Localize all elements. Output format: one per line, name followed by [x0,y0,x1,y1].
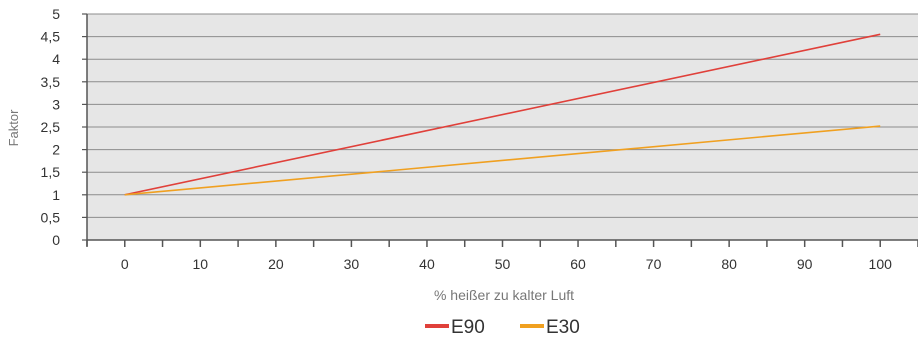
legend: E90 E30 [425,317,580,338]
legend-label-e90: E90 [451,317,485,338]
gridlines [87,13,918,218]
y-tick-label-5: 2,5 [41,119,61,135]
x-tick-label-9: 90 [797,256,813,272]
legend-swatch-e30 [520,324,544,328]
y-axis-label: Faktor [6,109,21,147]
x-tick-label-7: 70 [646,256,662,272]
y-tick-label-4: 2 [52,142,60,158]
x-tick-label-6: 60 [570,256,586,272]
x-tick-label-4: 40 [419,256,435,272]
x-tick-label-5: 50 [495,256,511,272]
y-tick-label-0: 0 [52,232,60,248]
series-lines [124,33,881,196]
x-tick-label-1: 10 [193,256,209,272]
x-tick-label-10: 100 [869,256,893,272]
y-tick-label-1: 0,5 [41,209,61,225]
x-tick-label-0: 0 [121,256,129,272]
tick-labels: 00,511,522,533,544,550 10 20 30 40 50 60 70 80 90… [41,6,893,272]
series-line-e90 [124,33,881,196]
x-tick-label-3: 30 [344,256,360,272]
x-axis-label: % heißer zu kalter Luft [434,287,574,303]
series-line-e30 [124,125,881,196]
y-tick-label-8: 4 [52,51,60,67]
y-tick-label-9: 4,5 [41,29,61,45]
axes [82,13,918,247]
legend-swatch-e90 [425,324,449,328]
y-tick-label-3: 1,5 [41,164,61,180]
y-tick-label-10: 5 [52,6,60,22]
y-tick-label-7: 3,5 [41,74,61,90]
legend-label-e30: E30 [546,317,580,338]
x-tick-label-2: 20 [268,256,284,272]
y-tick-label-2: 1 [52,187,60,203]
y-tick-label-6: 3 [52,96,60,112]
x-tick-label-8: 80 [721,256,737,272]
